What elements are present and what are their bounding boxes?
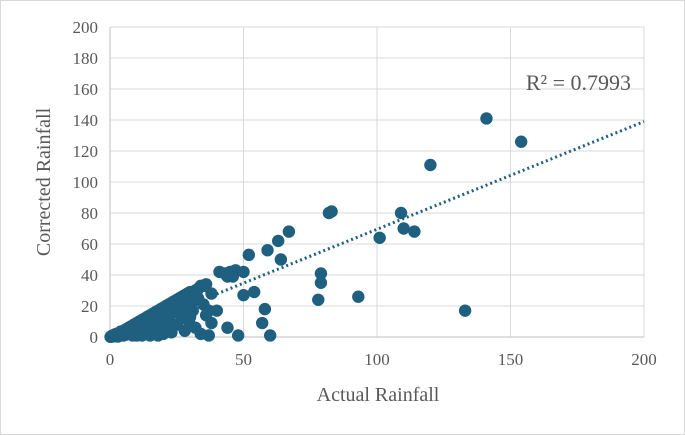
data-point [210,304,223,317]
data-point [352,290,365,303]
data-point [272,234,285,248]
tick-labels: 0 20 40 60 80 100 120 140 160 180 200 0 50 100 150 200 [73,18,657,369]
data-point [373,231,386,244]
data-point [282,225,296,238]
data-point [247,285,261,299]
x-tick-label: 0 [106,350,115,369]
x-axis-title: Actual Rainfall [317,384,440,406]
data-point [458,304,472,317]
x-tick-label: 200 [631,350,657,369]
data-point [314,276,328,289]
data-point [255,316,269,330]
gridlines [110,26,645,337]
data-point [237,265,250,279]
data-point [258,302,272,316]
y-tick-label: 60 [81,235,98,254]
data-point [202,329,215,342]
data-point [312,293,325,306]
data-point [231,329,245,342]
trendline [109,120,645,339]
data-point [221,321,234,334]
y-tick-label: 80 [81,204,98,223]
data-point [264,329,277,342]
r-squared-label: R² = 0.7993 [526,70,631,95]
y-tick-label: 140 [73,111,99,130]
y-tick-label: 40 [81,266,98,285]
data-point [242,248,256,262]
data-point [397,222,410,235]
data-point [205,316,218,330]
y-tick-label: 180 [73,49,99,68]
y-tick-label: 160 [73,80,99,99]
y-tick-label: 100 [73,173,99,192]
data-point [325,205,338,218]
y-tick-label: 120 [73,142,99,161]
x-tick-label: 150 [498,350,524,369]
y-tick-label: 200 [73,18,99,37]
data-point [261,244,274,257]
x-tick-label: 50 [235,350,252,369]
data-point [186,304,199,317]
data-point [480,112,493,125]
data-point [314,267,328,280]
data-point [514,135,528,148]
data-point [274,253,288,266]
data-point [205,287,218,300]
x-tick-label: 100 [364,350,390,369]
data-point [237,288,250,302]
y-tick-label: 20 [81,297,98,316]
data-point [394,206,408,220]
y-axis-title: Corrected Rainfall [33,107,55,256]
data-point [199,278,213,291]
data-point [408,225,421,238]
y-tick-label: 0 [90,328,99,347]
data-points [104,112,528,344]
data-point [424,158,437,172]
